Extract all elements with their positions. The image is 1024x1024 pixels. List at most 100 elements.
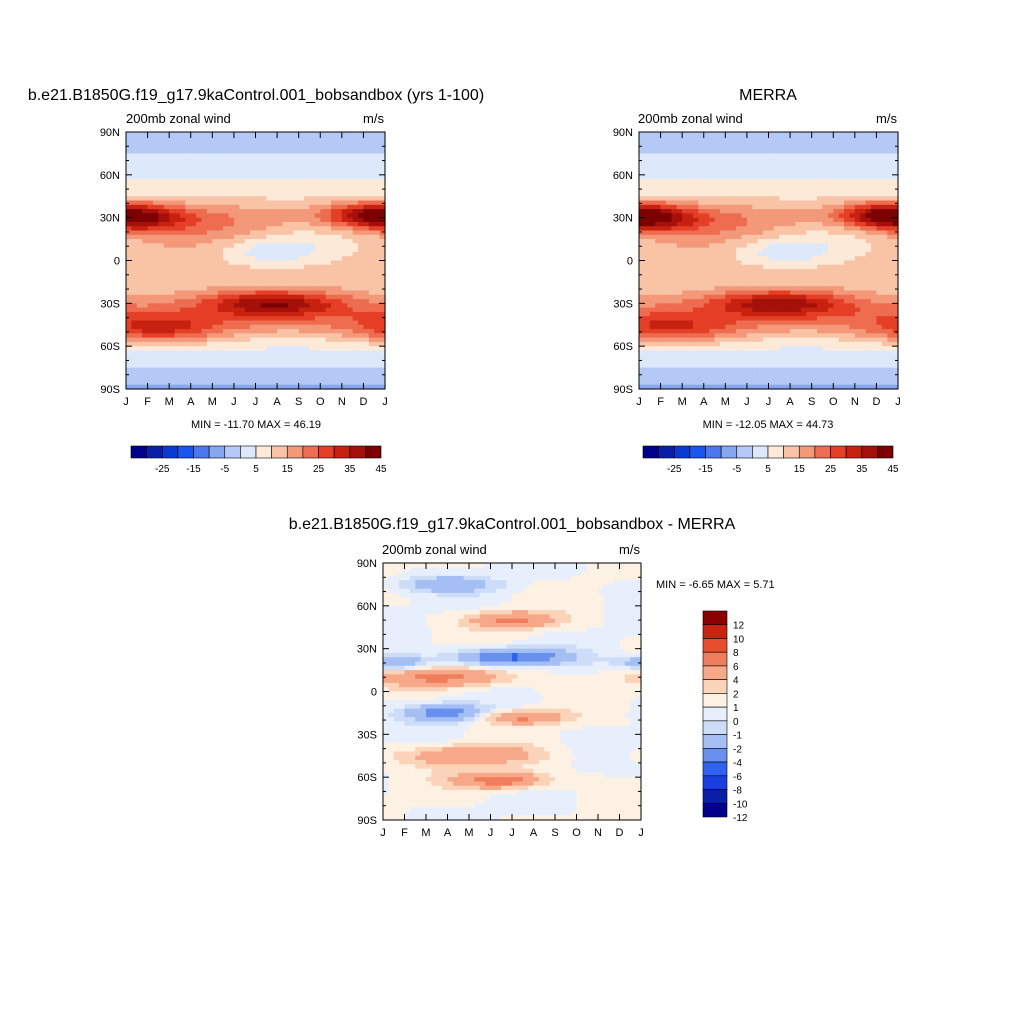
contour-cell: [887, 209, 894, 214]
contour-cell: [142, 234, 149, 240]
contour-cell: [763, 187, 770, 193]
contour-cell: [800, 157, 807, 163]
contour-cell: [287, 359, 294, 364]
contour-cell: [136, 179, 143, 184]
contour-cell: [331, 290, 338, 296]
contour-cell: [206, 264, 213, 270]
contour-cell: [811, 166, 818, 172]
contour-cell: [822, 157, 829, 163]
contour-cell: [341, 187, 348, 193]
contour-cell: [838, 196, 845, 202]
contour-cell: [865, 264, 872, 270]
contour-cell: [266, 346, 273, 352]
contour-cell: [239, 286, 246, 292]
contour-cell: [746, 204, 753, 210]
contour-cell: [784, 136, 791, 142]
contour-cell: [293, 294, 300, 300]
contour-cell: [822, 277, 829, 283]
contour-cell: [244, 209, 251, 214]
contour-cell: [784, 161, 791, 167]
contour-cell: [169, 221, 176, 227]
contour-cell: [201, 380, 208, 386]
contour-cell: [709, 149, 716, 155]
contour-cell: [304, 136, 311, 142]
contour-cell: [158, 213, 165, 219]
contour-cell: [152, 247, 159, 253]
contour-cell: [709, 217, 716, 223]
contour-cell: [147, 200, 154, 206]
contour-cell: [142, 311, 149, 317]
contour-cell: [676, 290, 683, 296]
contour-cell: [811, 136, 818, 142]
contour-cell: [854, 174, 861, 180]
contour-cell: [800, 239, 807, 244]
contour-cell: [147, 350, 154, 356]
contour-cell: [314, 380, 321, 386]
contour-cell: [314, 187, 321, 193]
contour-cell: [314, 144, 321, 150]
contour-cell: [260, 144, 267, 150]
contour-cell: [352, 187, 359, 193]
contour-cell: [287, 166, 294, 172]
contour-cell: [676, 187, 683, 193]
contour-cell: [158, 247, 165, 253]
contour-cell: [126, 316, 132, 322]
contour-cell: [800, 136, 807, 142]
contour-cell: [736, 200, 743, 206]
contour-cell: [206, 359, 213, 364]
contour-cell: [233, 144, 240, 150]
contour-cell: [163, 221, 170, 227]
contour-cell: [309, 221, 316, 227]
contour-cell: [152, 179, 159, 184]
contour-cell: [644, 260, 651, 266]
contour-cell: [244, 320, 251, 326]
contour-cell: [730, 136, 737, 142]
colorbar-swatch: [286, 445, 304, 459]
contour-cell: [363, 243, 370, 249]
contour-cell: [352, 316, 359, 322]
contour-cell: [282, 140, 289, 146]
contour-cell: [860, 157, 867, 163]
contour-cell: [881, 243, 888, 249]
contour-cell: [779, 260, 786, 266]
contour-cell: [136, 209, 143, 214]
contour-cell: [374, 384, 381, 390]
contour-cell: [282, 230, 289, 236]
contour-cell: [131, 350, 138, 356]
contour-cell: [266, 209, 273, 214]
contour-cell: [817, 161, 824, 167]
contour-cell: [347, 269, 354, 274]
contour-cell: [790, 179, 797, 184]
contour-cell: [806, 230, 813, 236]
contour-cell: [217, 367, 224, 373]
contour-cell: [374, 264, 381, 270]
contour-cell: [287, 153, 294, 159]
contour-cell: [314, 221, 321, 227]
contour-cell: [266, 269, 273, 274]
contour-cell: [158, 337, 165, 343]
contour-cell: [250, 311, 257, 317]
contour-cell: [223, 333, 230, 339]
contour-cell: [147, 234, 154, 240]
contour-cell: [158, 367, 165, 373]
contour-cell: [644, 136, 651, 142]
contour-cell: [352, 269, 359, 274]
contour-cell: [725, 144, 732, 150]
contour-cell: [228, 384, 235, 390]
contour-cell: [871, 281, 878, 287]
contour-cell: [320, 299, 327, 304]
contour-cell: [806, 136, 813, 142]
contour-cell: [865, 191, 872, 197]
contour-cell: [649, 161, 656, 167]
contour-cell: [844, 281, 851, 287]
contour-cell: [806, 277, 813, 283]
contour-cell: [314, 200, 321, 206]
contour-cell: [687, 239, 694, 244]
contour-cell: [358, 341, 365, 347]
contour-cell: [228, 367, 235, 373]
contour-cell: [676, 230, 683, 236]
contour-cell: [228, 217, 235, 223]
contour-cell: [881, 281, 888, 287]
contour-cell: [304, 161, 311, 167]
contour-cell: [196, 161, 203, 167]
